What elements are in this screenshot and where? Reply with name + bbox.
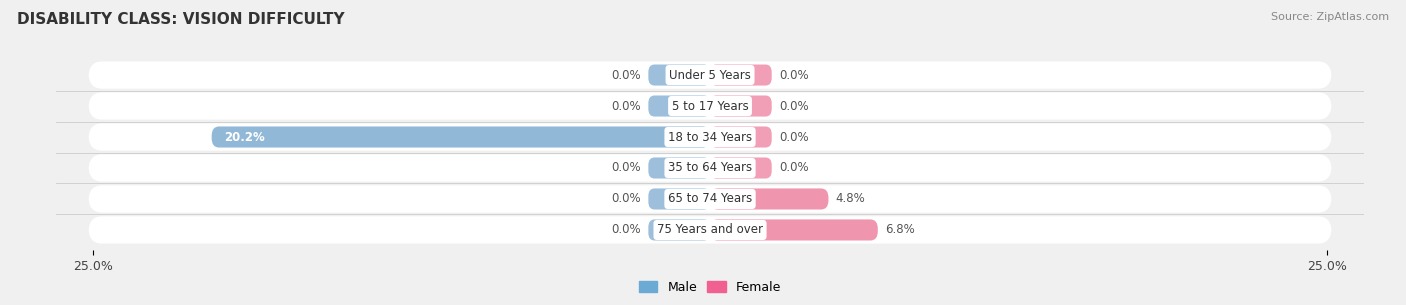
FancyBboxPatch shape — [648, 188, 710, 210]
FancyBboxPatch shape — [710, 95, 772, 117]
FancyBboxPatch shape — [89, 92, 1331, 120]
Text: 20.2%: 20.2% — [224, 131, 264, 144]
FancyBboxPatch shape — [710, 157, 772, 178]
Text: 6.8%: 6.8% — [886, 224, 915, 236]
FancyBboxPatch shape — [648, 95, 710, 117]
Text: 5 to 17 Years: 5 to 17 Years — [672, 99, 748, 113]
FancyBboxPatch shape — [648, 157, 710, 178]
FancyBboxPatch shape — [89, 216, 1331, 244]
Text: 0.0%: 0.0% — [612, 224, 641, 236]
FancyBboxPatch shape — [89, 61, 1331, 89]
Text: 18 to 34 Years: 18 to 34 Years — [668, 131, 752, 144]
Text: 0.0%: 0.0% — [612, 69, 641, 81]
Text: 0.0%: 0.0% — [612, 192, 641, 206]
Text: 35 to 64 Years: 35 to 64 Years — [668, 161, 752, 174]
FancyBboxPatch shape — [89, 124, 1331, 151]
Text: 75 Years and over: 75 Years and over — [657, 224, 763, 236]
Text: 4.8%: 4.8% — [835, 192, 866, 206]
Text: 0.0%: 0.0% — [779, 99, 808, 113]
FancyBboxPatch shape — [648, 64, 710, 86]
Text: 0.0%: 0.0% — [612, 161, 641, 174]
Text: DISABILITY CLASS: VISION DIFFICULTY: DISABILITY CLASS: VISION DIFFICULTY — [17, 12, 344, 27]
Legend: Male, Female: Male, Female — [634, 275, 786, 299]
FancyBboxPatch shape — [710, 64, 772, 86]
Text: Source: ZipAtlas.com: Source: ZipAtlas.com — [1271, 12, 1389, 22]
Text: 65 to 74 Years: 65 to 74 Years — [668, 192, 752, 206]
Text: 0.0%: 0.0% — [612, 99, 641, 113]
FancyBboxPatch shape — [710, 188, 828, 210]
FancyBboxPatch shape — [89, 185, 1331, 213]
FancyBboxPatch shape — [648, 219, 710, 241]
FancyBboxPatch shape — [212, 127, 710, 148]
Text: Under 5 Years: Under 5 Years — [669, 69, 751, 81]
FancyBboxPatch shape — [89, 154, 1331, 181]
FancyBboxPatch shape — [710, 127, 772, 148]
Text: 0.0%: 0.0% — [779, 131, 808, 144]
Text: 0.0%: 0.0% — [779, 161, 808, 174]
FancyBboxPatch shape — [710, 219, 877, 241]
Text: 0.0%: 0.0% — [779, 69, 808, 81]
